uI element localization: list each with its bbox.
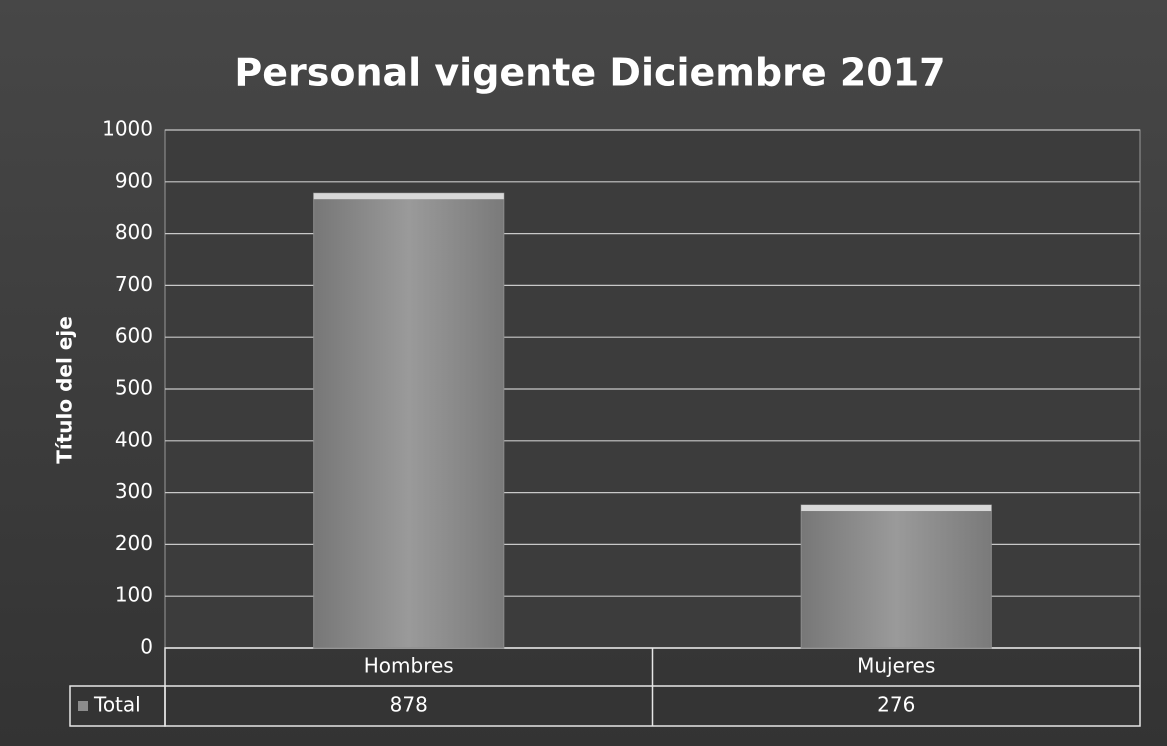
y-tick-label: 500 — [115, 376, 153, 400]
y-tick-label: 300 — [115, 479, 153, 503]
x-tick-label: Mujeres — [857, 654, 935, 678]
y-tick-label: 0 — [140, 635, 153, 659]
y-tick-label: 800 — [115, 220, 153, 244]
chart-title: Personal vigente Diciembre 2017 — [234, 51, 945, 95]
bar — [800, 504, 992, 649]
table-value: 878 — [390, 693, 428, 717]
bar-top — [313, 193, 504, 200]
data-table-row-header — [69, 685, 166, 727]
bar — [313, 192, 505, 649]
x-tick-label: Hombres — [364, 654, 454, 678]
table-value: 276 — [877, 693, 915, 717]
y-axis-label: Título del eje — [53, 316, 77, 464]
y-tick-label: 100 — [115, 583, 153, 607]
bar-top — [801, 505, 992, 512]
legend-key — [78, 701, 88, 711]
y-tick-label: 600 — [115, 324, 153, 348]
y-tick-label: 1000 — [102, 117, 153, 141]
y-tick-label: 900 — [115, 168, 153, 192]
y-tick-label: 700 — [115, 272, 153, 296]
legend-label: Total — [93, 693, 141, 717]
y-tick-label: 200 — [115, 531, 153, 555]
y-tick-label: 400 — [115, 427, 153, 451]
